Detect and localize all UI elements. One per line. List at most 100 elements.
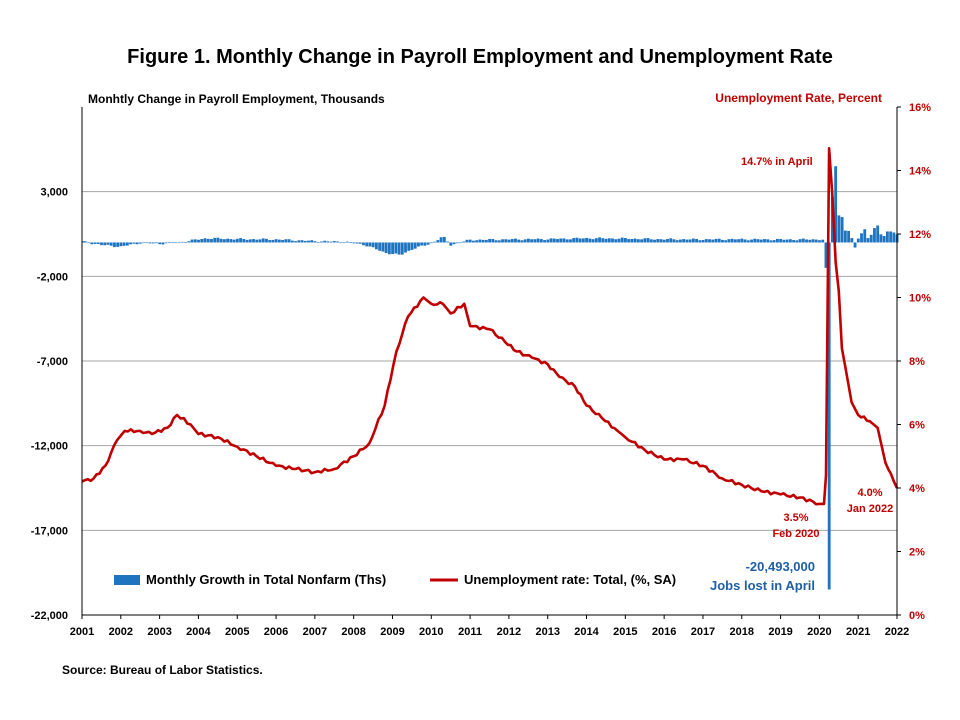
payroll-bar [180, 241, 184, 243]
payroll-bar [827, 242, 831, 590]
payroll-bar [294, 241, 297, 243]
payroll-bar [339, 242, 343, 244]
payroll-bar [462, 241, 466, 243]
payroll-bar [420, 242, 424, 246]
payroll-bar [847, 230, 851, 243]
payroll-bar [371, 242, 375, 248]
payroll-bar [116, 242, 120, 247]
left-tick-label: -2,000 [37, 271, 68, 283]
payroll-bar [591, 239, 595, 243]
payroll-bar [106, 242, 110, 245]
left-axis-title: Monhtly Change in Payroll Employment, Th… [88, 92, 385, 106]
payroll-bar [882, 236, 886, 243]
payroll-bar [678, 239, 682, 243]
legend-bar-label: Monthly Growth in Total Nonfarm (Ths) [146, 572, 386, 587]
payroll-bar [161, 242, 165, 245]
left-tick-label: -17,000 [31, 525, 68, 537]
payroll-bar [840, 217, 844, 243]
annotation-jan-date: Jan 2022 [847, 503, 893, 515]
payroll-bar [514, 238, 517, 243]
left-tick-label: -12,000 [31, 441, 68, 453]
payroll-bar [287, 239, 291, 243]
x-tick-label: 2006 [264, 626, 288, 638]
payroll-bar [164, 242, 168, 244]
payroll-bar [352, 242, 356, 244]
payroll-bar [488, 238, 492, 243]
payroll-bar [362, 242, 365, 246]
payroll-bar [168, 242, 171, 243]
payroll-bar [300, 240, 304, 243]
payroll-bar [746, 240, 750, 243]
payroll-bar [449, 242, 453, 246]
payroll-bar [472, 240, 475, 243]
payroll-bar [562, 238, 566, 243]
payroll-bar [821, 239, 825, 243]
payroll-bar [277, 239, 281, 243]
payroll-bar [743, 239, 747, 243]
payroll-bar [439, 237, 443, 243]
payroll-bar [387, 242, 391, 255]
grid-layer [82, 191, 897, 531]
payroll-bar [232, 239, 236, 243]
payroll-bar [753, 238, 757, 243]
x-tick-label: 2015 [613, 626, 637, 638]
annotation-feb-rate: 3.5% [783, 512, 808, 524]
payroll-bar [517, 239, 521, 243]
payroll-bar [271, 239, 275, 243]
payroll-bar [284, 239, 288, 243]
right-tick-label: 0% [909, 610, 925, 622]
payroll-bar [239, 238, 242, 243]
payroll-bar [210, 238, 213, 243]
payroll-bar [633, 238, 637, 243]
payroll-bar [866, 238, 870, 243]
payroll-bar [229, 239, 233, 243]
line-layer [81, 147, 899, 506]
payroll-bar [811, 239, 815, 243]
payroll-bar [171, 242, 175, 244]
payroll-bar [885, 231, 889, 243]
payroll-bar [559, 238, 563, 243]
payroll-bar [863, 229, 867, 243]
payroll-bar [834, 166, 838, 243]
payroll-bar [565, 239, 569, 243]
payroll-bar [494, 240, 498, 243]
payroll-bar [701, 240, 705, 243]
payroll-bar [151, 242, 155, 244]
payroll-bar [197, 239, 200, 243]
payroll-bar [733, 239, 737, 243]
payroll-bar [109, 242, 113, 246]
payroll-bar [769, 240, 773, 243]
payroll-bar [624, 238, 627, 243]
payroll-bar [507, 239, 511, 243]
payroll-bar [313, 241, 317, 243]
payroll-bar [103, 242, 107, 246]
x-tick-label: 2019 [768, 626, 792, 638]
payroll-bar [274, 239, 278, 243]
payroll-bar [242, 239, 246, 243]
payroll-bar [368, 242, 372, 247]
payroll-bar [148, 242, 152, 244]
payroll-bar [659, 239, 663, 243]
x-tick-label: 2017 [691, 626, 715, 638]
payroll-bar [740, 238, 744, 243]
x-tick-label: 2012 [497, 626, 521, 638]
payroll-bar [113, 242, 116, 248]
payroll-bar [691, 238, 695, 243]
payroll-bar [588, 238, 592, 243]
payroll-bar [788, 239, 792, 243]
payroll-bar [316, 242, 320, 243]
legend-line-label: Unemployment rate: Total, (%, SA) [464, 572, 676, 587]
payroll-bar [187, 241, 191, 243]
right-tick-label: 14% [909, 166, 931, 178]
payroll-bar [759, 239, 763, 243]
payroll-bar [82, 241, 85, 243]
payroll-bar [598, 237, 601, 243]
payroll-bar [556, 239, 559, 243]
payroll-bar [397, 242, 401, 255]
payroll-bar [704, 239, 708, 243]
payroll-bar [501, 239, 504, 243]
payroll-bar [504, 239, 508, 243]
x-tick-label: 2022 [885, 626, 909, 638]
payroll-bar [792, 240, 796, 243]
payroll-bar [417, 242, 420, 247]
